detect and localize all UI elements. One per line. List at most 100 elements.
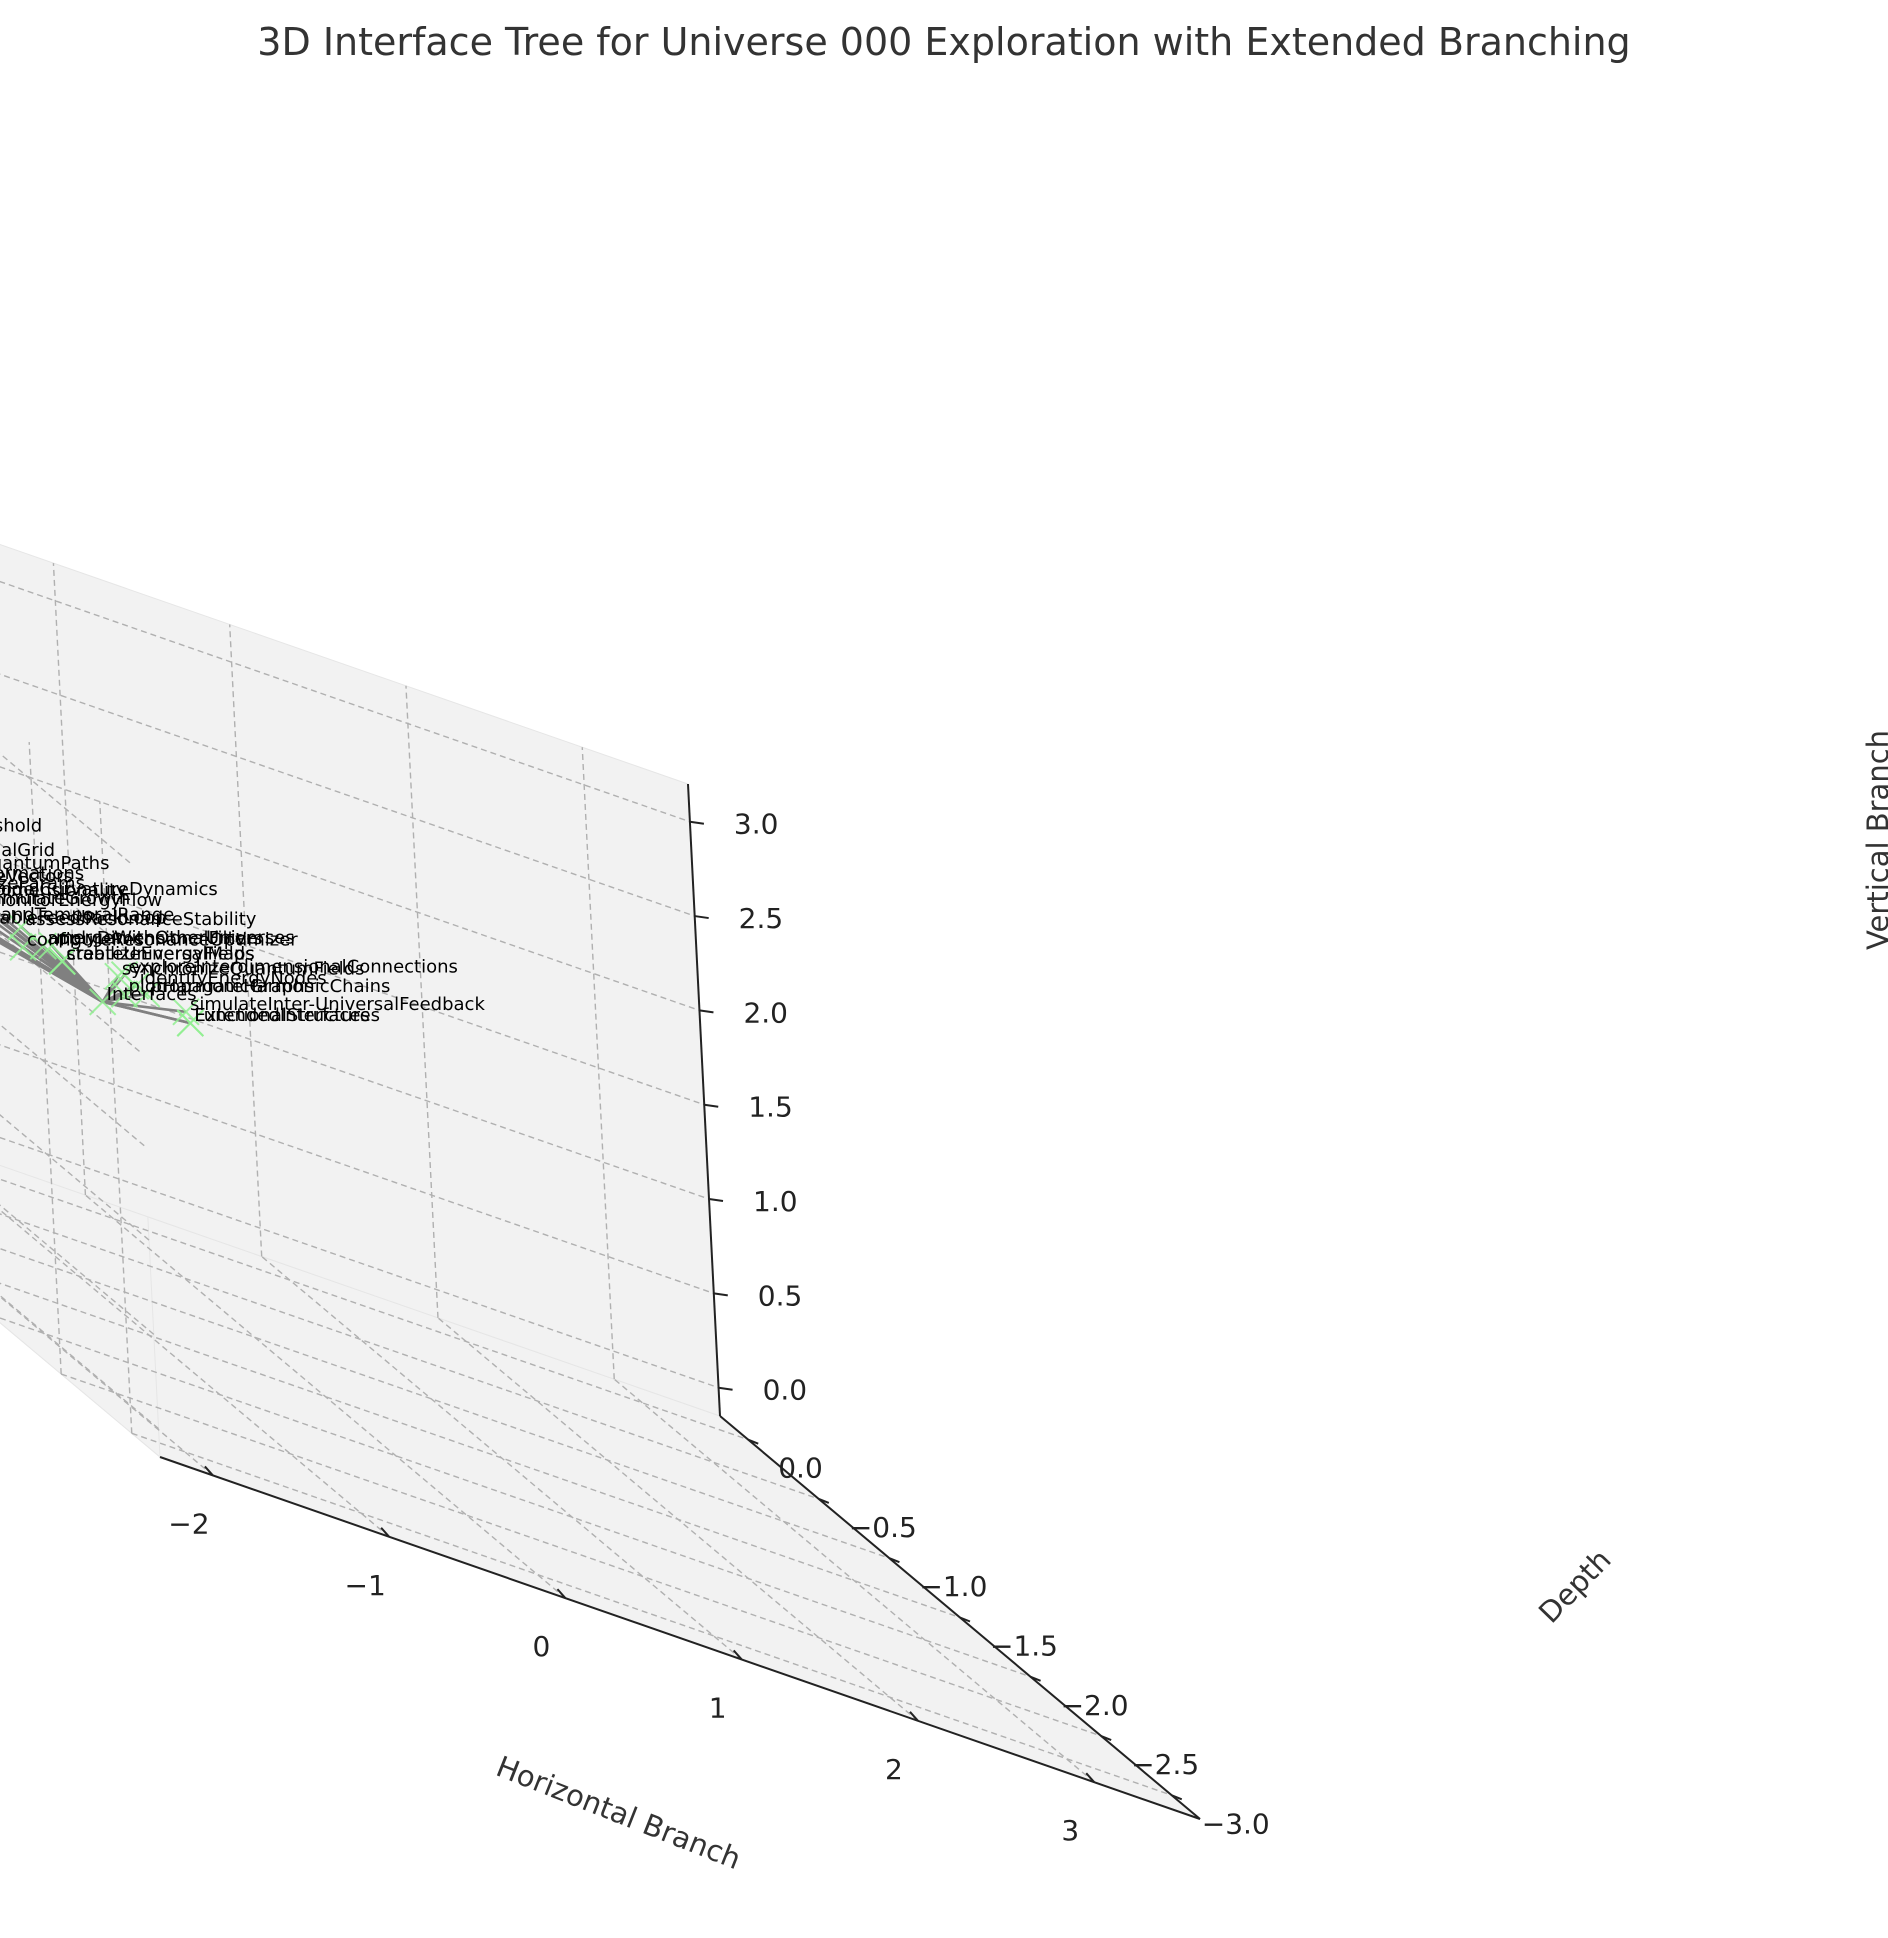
z-tick-mark: [718, 1386, 733, 1391]
grid-line-z-left: [0, 1023, 145, 1147]
grid-line-y-floor: [131, 1432, 1172, 1796]
tree-edge: [0, 937, 104, 1003]
z-axis-label: Vertical Branch: [1861, 730, 1888, 950]
x-tick-mark: [1085, 1772, 1095, 1783]
z-tick-mark: [699, 1009, 714, 1014]
x-tick-mark: [556, 1588, 567, 1599]
x-tick-mark: [204, 1465, 214, 1477]
grid-line-x-wall: [52, 563, 87, 1196]
x-tick-mark: [909, 1711, 919, 1722]
z-tick-mark: [704, 1103, 719, 1108]
grid-line-y-floor: [0, 1213, 820, 1500]
grid-line-z-left: [0, 843, 136, 958]
grid-line-x-floor: [0, 1295, 214, 1476]
grid-line-z-back: [0, 1136, 719, 1389]
y-tick-label: −2.5: [1131, 1748, 1199, 1781]
node-label: setFrequencyThreshold: [0, 815, 42, 836]
grid-line-y-floor: [0, 1317, 1031, 1678]
grid-lines: [0, 563, 1172, 1796]
chart-title: 3D Interface Tree for Universe 000 Explo…: [257, 20, 1630, 64]
y-tick-label: 0.0: [778, 1452, 823, 1485]
node-marker: [104, 962, 132, 991]
z-tick-label: 0.0: [763, 1374, 808, 1407]
x-tick-label: −2: [168, 1507, 209, 1540]
y-tick-mark: [818, 1498, 830, 1504]
grid-line-z-back: [0, 1044, 715, 1295]
node-marker: [110, 960, 139, 989]
node-labels: InterfacesExtendedInterfacesFunctionalSt…: [0, 815, 485, 1026]
y-tick-label: −0.5: [849, 1511, 917, 1544]
grid-line-x-wall: [581, 747, 615, 1380]
node-label: simulateInter-UniversalFeedback: [190, 994, 485, 1015]
node-label: ExtendedInterfaces: [194, 1005, 369, 1026]
y-tick-mark: [959, 1616, 971, 1623]
x-tick-label: 3: [1061, 1814, 1079, 1847]
z-tick-label: 2.5: [739, 902, 784, 935]
node-label: modelCurvatureDynamics: [0, 879, 218, 900]
node-label: identifyEnergyNodes: [140, 968, 327, 989]
z-tick-mark: [713, 1292, 728, 1297]
grid-line-z-left: [0, 1204, 155, 1335]
node-label: assessResonanceStability: [25, 909, 257, 930]
node-label: createUniversalMaps: [66, 943, 255, 964]
grid-line-z-left: [0, 1294, 160, 1430]
node-label: traceQuantumPaths: [0, 853, 109, 874]
grid-line-z-back: [0, 580, 691, 823]
node-label: initializeParams: [0, 873, 85, 894]
x-tick-mark: [380, 1527, 390, 1538]
grid-line-z-back: [0, 766, 700, 1012]
z-axis-line: [687, 783, 721, 1417]
node-label: monitorEnergyFlow: [0, 890, 162, 911]
y-tick-label: −3.0: [1202, 1807, 1270, 1840]
z-tick-label: 0.5: [758, 1279, 803, 1312]
x-tick-label: 1: [709, 1691, 727, 1724]
x-tick-label: 2: [885, 1753, 903, 1786]
node-marker: [88, 988, 117, 1016]
x-tick-label: 0: [533, 1630, 551, 1663]
grid-line-y-floor: [0, 1247, 890, 1559]
x-tick-label: −1: [345, 1569, 386, 1602]
node-label: mergeWithOtherUniverses: [56, 927, 295, 948]
node-label: exploreInterdimensionalConnections: [129, 957, 458, 978]
y-tick-label: −1.0: [919, 1570, 987, 1603]
grid-line-z-back: [0, 858, 705, 1106]
y-tick-label: −2.0: [1061, 1689, 1129, 1722]
node-marker: [7, 913, 35, 941]
z-tick-mark: [708, 1198, 724, 1203]
grid-line-y-floor: [60, 1373, 1102, 1737]
y-tick-mark: [889, 1557, 900, 1564]
node-label: configureResonanceOptimizer: [27, 929, 298, 950]
z-tick-mark: [689, 820, 705, 825]
y-tick-label: −1.5: [990, 1630, 1058, 1663]
grid-line-x-wall: [228, 624, 263, 1257]
node-label: alignPhaseVectors: [0, 866, 73, 887]
node-label: synchronizeQuantumFields: [122, 958, 365, 979]
y-tick-mark: [1100, 1735, 1112, 1741]
grid-line-y-wall: [99, 801, 133, 1434]
node-marker: [29, 932, 57, 960]
tree-edge: [102, 1000, 187, 1014]
y-tick-mark: [1030, 1675, 1041, 1682]
node-label: simulateGrowth: [0, 888, 130, 909]
node-label: propagateHarmonicChains: [151, 976, 391, 997]
node-label: expandTemporalRange: [0, 904, 174, 925]
node-markers: [7, 913, 205, 1037]
node-label: mapTransformations: [0, 863, 84, 884]
grid-line-z-back: [0, 673, 695, 917]
node-label: plotHarmonicGraphs: [128, 976, 314, 997]
z-tick-label: 3.0: [734, 808, 779, 841]
node-label: reduceDimensionality: [0, 880, 127, 901]
grid-line-z-back: [0, 951, 710, 1200]
node-label: Interfaces: [107, 984, 197, 1005]
grid-line-y-floor: [0, 1178, 749, 1441]
node-label: configureSpatialGrid: [0, 840, 55, 861]
node-label: FunctionalStructures: [194, 1005, 380, 1026]
z-tick-label: 1.0: [753, 1185, 798, 1218]
grid-line-x-floor: [613, 1378, 1095, 1783]
node-marker: [176, 1009, 205, 1037]
grid-line-z-left: [0, 752, 131, 864]
y-tick-mark: [1171, 1794, 1183, 1801]
z-tick-label: 2.0: [743, 996, 788, 1029]
node-marker: [110, 980, 139, 1008]
grid-line-x-floor: [84, 1194, 566, 1599]
